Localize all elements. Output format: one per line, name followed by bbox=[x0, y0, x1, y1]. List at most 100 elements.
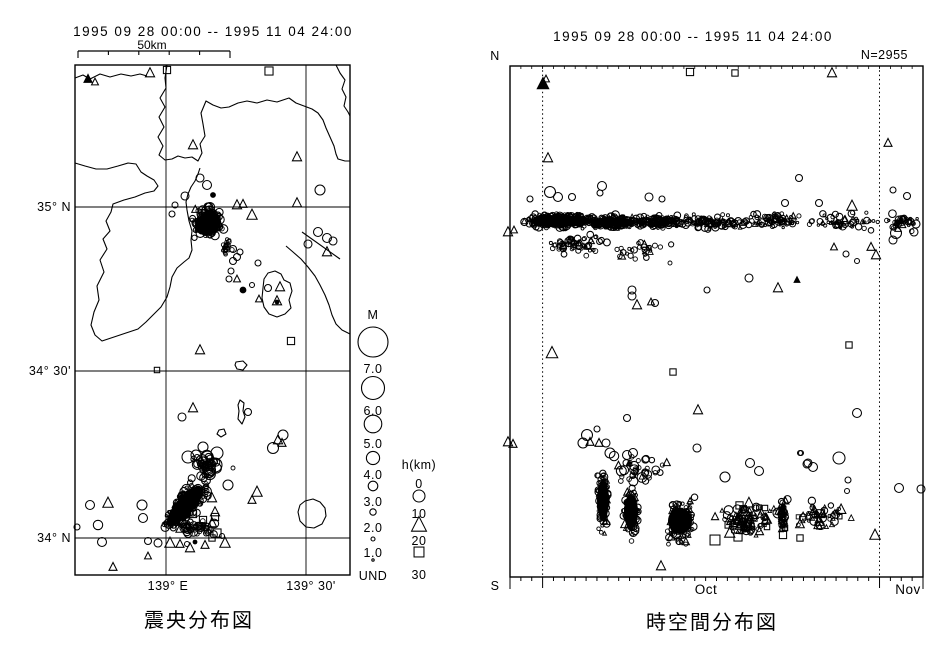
event-marker bbox=[172, 509, 180, 516]
event-marker bbox=[626, 459, 633, 467]
event-marker bbox=[596, 526, 601, 532]
event-marker bbox=[604, 447, 616, 459]
event-marker bbox=[605, 217, 611, 223]
event-marker bbox=[741, 515, 746, 520]
event-marker bbox=[686, 217, 693, 223]
legend-magnitude-label: UND bbox=[359, 569, 388, 583]
event-marker bbox=[641, 469, 649, 477]
legend-depth-label: 20 bbox=[412, 534, 427, 548]
event-marker bbox=[164, 511, 171, 517]
event-marker bbox=[746, 506, 753, 514]
event-marker bbox=[778, 530, 788, 540]
event-marker bbox=[778, 515, 784, 521]
event-marker bbox=[248, 281, 256, 289]
event-marker bbox=[673, 503, 679, 508]
event-marker bbox=[201, 179, 213, 191]
event-marker bbox=[598, 214, 605, 221]
legend-magnitude-symbol bbox=[370, 536, 376, 542]
event-marker bbox=[897, 215, 906, 224]
event-marker bbox=[90, 76, 100, 86]
legend-magnitude-symbol bbox=[367, 480, 379, 492]
event-marker bbox=[613, 460, 624, 470]
event-marker bbox=[254, 259, 262, 267]
event-marker bbox=[602, 238, 611, 247]
event-marker bbox=[730, 529, 735, 534]
event-marker bbox=[604, 478, 611, 484]
event-marker bbox=[548, 240, 553, 245]
event-marker bbox=[538, 221, 542, 225]
event-marker bbox=[789, 220, 795, 225]
event-marker bbox=[228, 256, 238, 266]
event-marker bbox=[603, 217, 608, 222]
epicenter-symbols bbox=[73, 65, 338, 571]
event-marker bbox=[210, 446, 224, 460]
legend-depth-label: 0 bbox=[415, 477, 422, 491]
event-marker bbox=[854, 223, 863, 231]
legend-magnitude-label: 5.0 bbox=[364, 437, 383, 451]
event-marker bbox=[195, 228, 205, 238]
event-marker bbox=[692, 443, 702, 453]
event-marker bbox=[657, 224, 662, 229]
coastline bbox=[74, 162, 201, 342]
spacetime-frame bbox=[509, 65, 924, 578]
event-marker bbox=[622, 216, 631, 225]
event-marker bbox=[627, 224, 632, 230]
event-marker bbox=[585, 436, 595, 446]
event-marker bbox=[610, 220, 617, 227]
event-marker bbox=[771, 212, 777, 218]
event-marker bbox=[871, 219, 876, 223]
event-marker bbox=[136, 499, 148, 511]
event-marker bbox=[896, 220, 901, 225]
event-marker bbox=[197, 524, 205, 533]
event-marker bbox=[625, 526, 631, 533]
legend-magnitude-label: 1.0 bbox=[364, 546, 383, 560]
depth-legend-title: h(km) bbox=[401, 458, 437, 472]
event-marker bbox=[734, 520, 744, 530]
event-marker bbox=[180, 491, 190, 502]
event-marker bbox=[809, 218, 815, 224]
event-marker bbox=[744, 457, 756, 469]
event-marker bbox=[596, 180, 608, 192]
event-marker bbox=[196, 216, 202, 223]
event-marker bbox=[601, 530, 608, 536]
event-marker bbox=[232, 273, 242, 283]
event-marker bbox=[556, 244, 562, 250]
event-marker bbox=[218, 535, 232, 548]
event-marker bbox=[228, 244, 238, 254]
event-count-label: N=2955 bbox=[860, 48, 908, 62]
event-marker bbox=[187, 401, 199, 413]
event-marker bbox=[201, 462, 213, 474]
event-marker bbox=[619, 465, 630, 476]
event-marker bbox=[553, 219, 561, 227]
event-marker bbox=[762, 519, 769, 526]
event-marker bbox=[250, 484, 264, 497]
event-marker bbox=[615, 216, 620, 221]
event-marker bbox=[168, 210, 176, 218]
event-marker bbox=[665, 533, 673, 542]
event-marker bbox=[264, 66, 274, 76]
event-marker bbox=[596, 189, 604, 197]
event-marker bbox=[581, 242, 587, 248]
event-marker bbox=[832, 221, 840, 229]
event-marker bbox=[599, 480, 605, 486]
event-marker bbox=[663, 220, 668, 225]
event-marker bbox=[743, 496, 755, 508]
event-marker bbox=[744, 273, 754, 283]
event-marker bbox=[686, 496, 695, 505]
event-marker bbox=[543, 185, 557, 199]
event-marker bbox=[272, 433, 284, 445]
event-marker bbox=[827, 502, 835, 509]
event-marker bbox=[636, 240, 641, 246]
event-marker bbox=[796, 213, 802, 219]
event-marker bbox=[685, 67, 695, 77]
event-marker bbox=[577, 437, 589, 449]
event-marker bbox=[73, 523, 81, 531]
event-marker bbox=[209, 518, 220, 529]
event-marker bbox=[684, 213, 689, 219]
event-marker bbox=[708, 223, 713, 228]
event-marker bbox=[826, 66, 838, 78]
epicenter-map-panel: 139° E 139° 30' 35° N 34° 30' 34° N bbox=[29, 50, 351, 593]
event-marker bbox=[763, 523, 771, 531]
event-marker bbox=[263, 283, 273, 293]
event-marker bbox=[745, 514, 750, 520]
